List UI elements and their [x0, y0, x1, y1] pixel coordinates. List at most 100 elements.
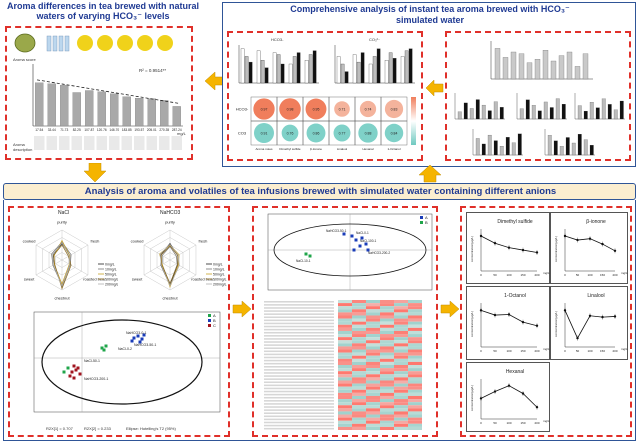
heatmap-cell-33-1	[352, 402, 366, 406]
heatmap-cell-36-3	[380, 411, 394, 415]
heatmap-row-label-2	[264, 307, 334, 309]
heatmap-cell-31-3	[380, 395, 394, 400]
heatmap-cell-16-0	[338, 349, 352, 353]
aroma-description-label: Aroma description	[13, 142, 33, 152]
pca-frame	[33, 311, 221, 413]
small-bar-1-7	[561, 104, 566, 120]
heatmap-cell-16-5	[408, 349, 422, 353]
heatmap-row-label-29	[264, 390, 334, 393]
small-bar-0-6	[493, 101, 498, 120]
heatmap-cell-4-4	[394, 312, 408, 316]
small-bar-2-1	[583, 110, 588, 120]
corr-row-label-0: HCO3-	[236, 107, 249, 112]
bar-2-2	[376, 48, 381, 84]
bar-5	[97, 91, 106, 127]
heatmap-cell-13-4	[394, 340, 408, 344]
heatmap-row-label-0	[264, 301, 334, 303]
radar-axis-label-1: fresh	[198, 239, 207, 244]
heatmap-cell-37-5	[408, 414, 422, 418]
heatmap-cell-26-3	[380, 380, 394, 384]
heatmap-cell-11-0	[338, 334, 352, 338]
heatmap-cell-38-4	[394, 417, 408, 421]
heatmap-cell-36-5	[408, 411, 422, 415]
heatmap-cell-14-4	[394, 343, 408, 347]
bar-0-1	[244, 56, 249, 84]
radar-nacl-title: NaCl	[58, 210, 70, 216]
water-bottles-icon	[46, 35, 70, 52]
line-x-tick-2-4: 200	[534, 349, 539, 353]
heatmap-row-label-40	[264, 424, 334, 427]
heatmap-cell-34-3	[380, 405, 394, 409]
aroma-score-bar-chart: 17.54 33.44 71.73 82.25 107.87 120.76 146.70 18…	[32, 64, 183, 150]
corr-value-0-2: 0.95	[313, 108, 320, 112]
radar-spoke-5	[35, 244, 63, 261]
small-bar-2-6	[613, 109, 618, 120]
line-unit-3: mg/L	[621, 347, 628, 351]
radar-spoke-4	[143, 259, 171, 276]
heatmap-cell-18-4	[394, 355, 408, 359]
heatmap-cell-7-4	[394, 321, 408, 325]
line-chart-svg-0: Dimethyl sulfide concentration(μg/L) 0 50 10…	[470, 219, 550, 277]
bar-3	[72, 92, 81, 127]
heatmap-cell-33-3	[380, 402, 394, 406]
heatmap-cell-7-2	[366, 321, 380, 325]
heatmap-cell-8-2	[366, 324, 380, 328]
line-unit-1: mg/L	[621, 271, 628, 275]
heatmap-cell-39-3	[380, 420, 394, 424]
heatmap-row-label-24	[264, 375, 334, 377]
corr-value-1-0: 0.91	[261, 132, 268, 136]
small-bar-1-6	[555, 98, 560, 120]
bar-3-1	[292, 56, 297, 84]
bar-0-1	[340, 63, 345, 84]
bar-3-1	[388, 52, 393, 84]
bar-4-0	[304, 60, 309, 84]
description-cell-9	[146, 136, 157, 150]
line-x-tick-2-3: 150	[520, 349, 525, 353]
corr-col-label-0: Aroma notes	[255, 147, 273, 151]
radar-series-3	[53, 244, 72, 290]
pca-point-1	[136, 334, 140, 338]
x-tick-0: 17.54	[35, 128, 43, 132]
heatmap-cell-35-5	[408, 408, 422, 412]
heatmap-cell-10-2	[366, 330, 380, 335]
bottom-banner: Analysis of aroma and volatiles of tea i…	[3, 183, 636, 200]
pca-legend-label-2: C	[213, 323, 216, 328]
line-chart-svg-4: Hexanal concentration(μg/L) 0 50 100 150 200 mg…	[470, 369, 550, 425]
corr-col-label-4: Hexanal	[362, 147, 373, 151]
heatmap-cell-23-4	[394, 371, 408, 375]
radar-chart-nahco3: purity fresh roasted bean chestnut sweet cook…	[131, 220, 227, 301]
heatmap-row-label-36	[264, 412, 334, 414]
heatmap-cell-37-2	[366, 414, 380, 418]
x-tick-8: 193.57	[134, 128, 144, 132]
heatmap-cell-3-4	[394, 309, 408, 313]
heatmap-cell-11-4	[394, 334, 408, 338]
arrow-down-icon-left	[83, 163, 107, 183]
heatmap-cell-37-4	[394, 414, 408, 418]
heatmap-cell-1-3	[380, 303, 394, 307]
heatmap-cell-25-1	[352, 377, 366, 381]
small-bar-1-1	[525, 99, 530, 120]
bar-2-1	[276, 54, 281, 84]
heatmap-cell-39-0	[338, 420, 352, 424]
heatmap-cell-1-2	[366, 303, 380, 307]
bar-9	[147, 98, 156, 127]
tea-leaves-icon	[14, 33, 36, 53]
line-charts-grid: Dimethyl sulfide concentration(μg/L) 0 50 10…	[462, 208, 630, 435]
heatmap-row-label-22	[264, 369, 334, 371]
overview-bar-3	[518, 53, 525, 80]
pca-point-label-4: NaHCO3-200-1	[84, 377, 108, 381]
pca-point-3	[142, 333, 146, 337]
heatmap-cell-14-0	[338, 343, 352, 347]
radar-legend-label-3: 100mg/L	[213, 278, 227, 282]
heatmap-cell-16-1	[352, 349, 366, 353]
heatmap-cell-17-2	[366, 352, 380, 356]
description-cell-8	[134, 136, 145, 150]
heatmap-cell-6-1	[352, 318, 366, 322]
top-right-panel: Comprehensive analysis of instant tea ar…	[222, 2, 636, 167]
pca-legend-swatch-1	[208, 319, 211, 322]
heatmap-cell-35-0	[338, 408, 352, 412]
radar-legend-label-1: 10mg/L	[213, 268, 225, 272]
heatmap-cell-38-0	[338, 417, 352, 421]
heatmap-cell-15-2	[366, 346, 380, 350]
corr-bubble-0-0	[253, 98, 275, 120]
